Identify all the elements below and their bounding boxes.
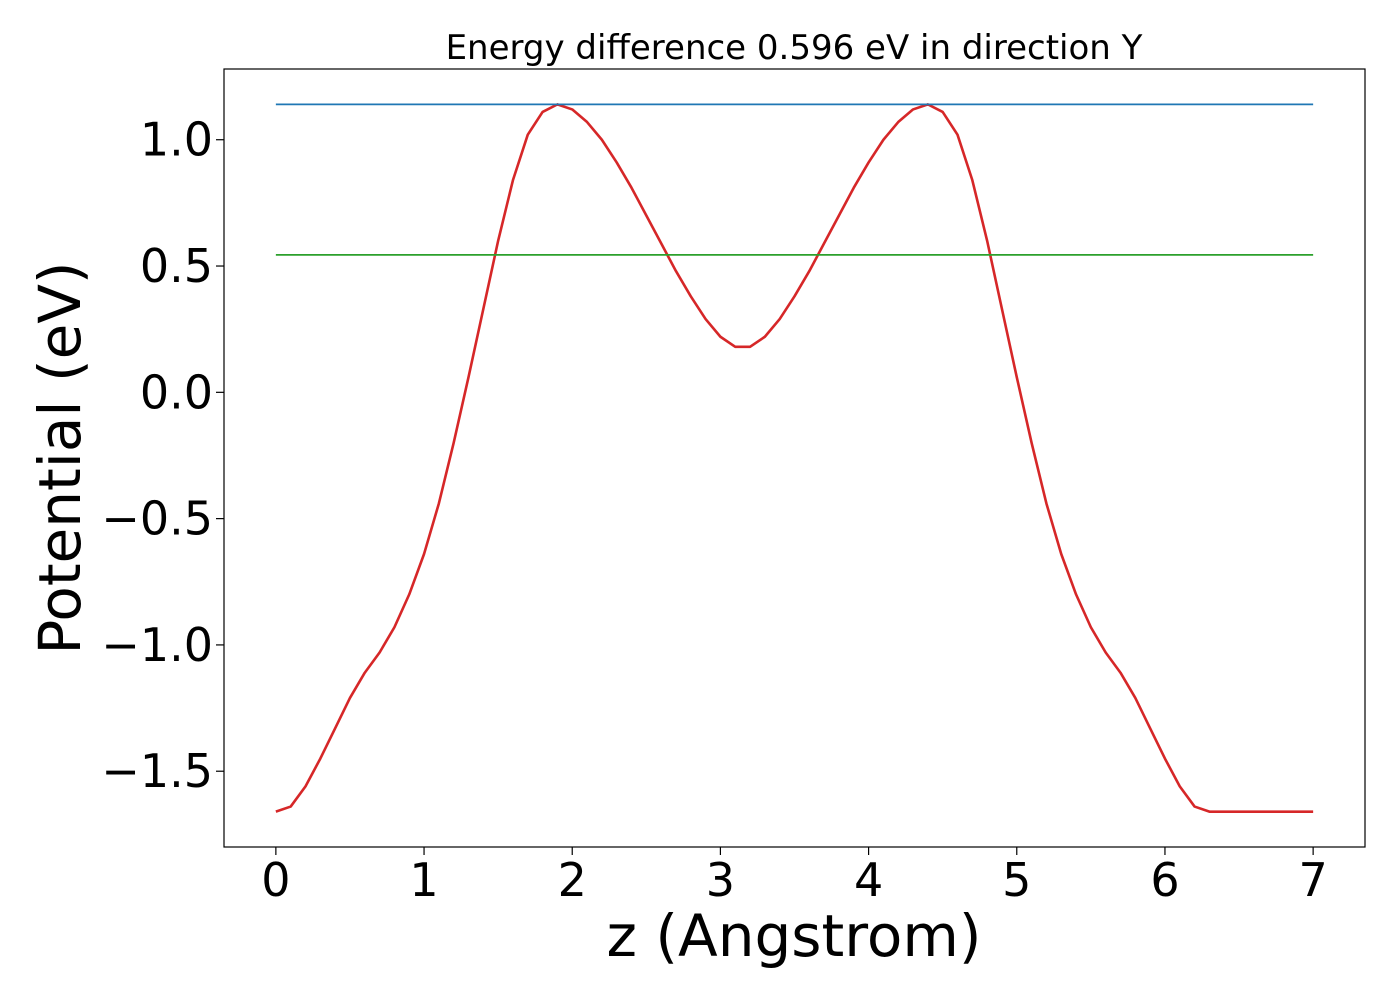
y-tick-label: −0.5 (101, 492, 213, 546)
plot-frame (223, 68, 1366, 848)
y-axis-label: Potential (eV) (26, 261, 94, 654)
x-tick-label: 7 (1298, 853, 1327, 907)
x-tick-label: 2 (558, 853, 587, 907)
y-tick-label: −1.0 (101, 618, 213, 672)
plot-lines (275, 103, 1314, 813)
x-tick-label: 3 (706, 853, 735, 907)
y-tick-label: 0.0 (140, 365, 213, 419)
y-tick-label: 1.0 (140, 113, 213, 167)
y-tick-label: −1.5 (101, 744, 213, 798)
series-line-0 (275, 103, 1314, 813)
x-axis-label: z (Angstrom) (607, 902, 982, 970)
chart-title: Energy difference 0.596 eV in direction … (446, 28, 1143, 68)
x-tick-label: 5 (1002, 853, 1031, 907)
y-tick-label: 0.5 (140, 239, 213, 293)
x-axis-ticks: 0 1 2 3 4 5 6 7 (261, 847, 1328, 907)
x-tick-label: 4 (854, 853, 883, 907)
x-tick-label: 0 (261, 853, 290, 907)
y-axis-ticks: −1.5 −1.0 −0.5 0.0 0.5 1.0 (101, 113, 224, 798)
x-tick-label: 6 (1150, 853, 1179, 907)
x-tick-label: 1 (409, 853, 438, 907)
